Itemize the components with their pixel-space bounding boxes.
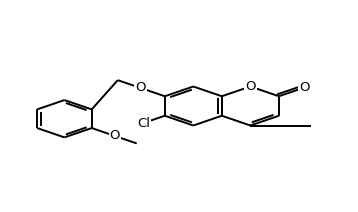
Text: O: O <box>245 80 256 93</box>
Text: O: O <box>299 81 310 94</box>
Text: O: O <box>135 81 146 95</box>
Text: O: O <box>110 130 120 142</box>
Text: Cl: Cl <box>137 117 150 130</box>
